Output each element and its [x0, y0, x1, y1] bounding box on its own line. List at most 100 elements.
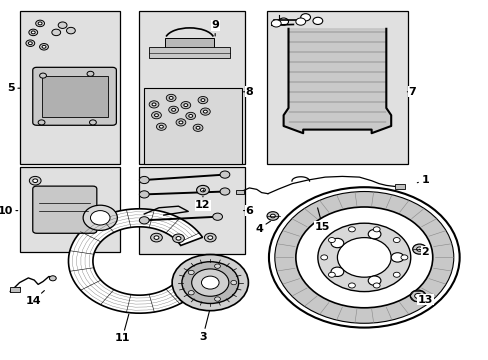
- Circle shape: [83, 205, 117, 230]
- Circle shape: [172, 255, 248, 311]
- Circle shape: [274, 192, 453, 323]
- Circle shape: [193, 124, 203, 131]
- Text: 9: 9: [211, 20, 219, 36]
- Circle shape: [207, 236, 212, 239]
- Circle shape: [156, 123, 166, 130]
- Circle shape: [191, 269, 228, 296]
- Circle shape: [151, 112, 161, 119]
- FancyBboxPatch shape: [33, 186, 97, 233]
- Circle shape: [42, 45, 46, 48]
- Text: 12: 12: [195, 196, 210, 210]
- Circle shape: [367, 276, 380, 285]
- Bar: [20, 11, 120, 164]
- Circle shape: [412, 244, 426, 254]
- Text: 8: 8: [243, 87, 253, 97]
- Circle shape: [33, 179, 38, 183]
- Circle shape: [320, 255, 327, 260]
- Circle shape: [176, 237, 181, 240]
- Circle shape: [182, 262, 238, 303]
- Circle shape: [188, 270, 194, 275]
- Circle shape: [200, 188, 205, 192]
- Circle shape: [181, 102, 190, 109]
- Bar: [266, 11, 407, 164]
- Circle shape: [414, 293, 421, 298]
- Circle shape: [328, 238, 335, 243]
- Circle shape: [400, 255, 407, 260]
- Circle shape: [200, 108, 210, 115]
- Circle shape: [214, 264, 220, 268]
- Text: 4: 4: [255, 221, 270, 234]
- Circle shape: [317, 223, 410, 292]
- Circle shape: [337, 238, 390, 277]
- Circle shape: [185, 112, 195, 120]
- Bar: [139, 167, 244, 254]
- Circle shape: [196, 126, 200, 129]
- Circle shape: [152, 103, 156, 106]
- Circle shape: [214, 297, 220, 301]
- Circle shape: [89, 120, 96, 125]
- Circle shape: [266, 212, 278, 220]
- Circle shape: [390, 253, 403, 262]
- Circle shape: [31, 31, 35, 34]
- Circle shape: [295, 18, 305, 25]
- Circle shape: [188, 291, 194, 295]
- Circle shape: [372, 227, 379, 232]
- Circle shape: [348, 227, 355, 232]
- Circle shape: [154, 236, 159, 239]
- Circle shape: [348, 283, 355, 288]
- Circle shape: [26, 40, 35, 46]
- Circle shape: [87, 71, 94, 76]
- Text: 15: 15: [314, 208, 330, 232]
- Circle shape: [220, 171, 229, 178]
- Circle shape: [212, 213, 222, 220]
- Circle shape: [392, 272, 399, 277]
- Circle shape: [40, 44, 48, 50]
- Circle shape: [220, 188, 229, 195]
- Circle shape: [176, 119, 185, 126]
- Circle shape: [150, 233, 162, 242]
- FancyBboxPatch shape: [33, 67, 116, 125]
- Circle shape: [38, 22, 42, 25]
- Text: 14: 14: [25, 291, 44, 306]
- Circle shape: [372, 283, 379, 288]
- Circle shape: [203, 110, 207, 113]
- Circle shape: [169, 96, 173, 99]
- Circle shape: [66, 27, 75, 34]
- Circle shape: [278, 18, 288, 25]
- Bar: [20, 167, 120, 252]
- Circle shape: [183, 104, 187, 107]
- Circle shape: [168, 106, 178, 113]
- Bar: [149, 47, 229, 58]
- Text: 1: 1: [416, 175, 428, 185]
- Circle shape: [166, 94, 176, 102]
- Circle shape: [367, 229, 380, 239]
- Circle shape: [312, 17, 322, 24]
- Circle shape: [40, 73, 46, 78]
- Circle shape: [300, 14, 310, 21]
- Circle shape: [330, 238, 343, 248]
- Circle shape: [58, 22, 67, 28]
- Circle shape: [29, 29, 38, 36]
- Circle shape: [204, 233, 216, 242]
- Circle shape: [29, 176, 41, 185]
- Circle shape: [36, 20, 44, 27]
- Circle shape: [409, 290, 425, 302]
- Circle shape: [295, 207, 432, 308]
- Bar: [236, 190, 244, 194]
- Circle shape: [188, 114, 192, 117]
- Polygon shape: [283, 29, 390, 133]
- Circle shape: [201, 276, 219, 289]
- Text: 7: 7: [407, 87, 415, 97]
- Circle shape: [268, 187, 459, 328]
- Text: 3: 3: [199, 310, 209, 342]
- Circle shape: [159, 125, 163, 128]
- Circle shape: [198, 96, 207, 104]
- Circle shape: [139, 217, 149, 224]
- Circle shape: [271, 20, 281, 27]
- Bar: [41, 76, 107, 117]
- Circle shape: [328, 272, 335, 277]
- Circle shape: [330, 267, 343, 276]
- Text: 10: 10: [0, 206, 18, 216]
- Text: 5: 5: [7, 83, 20, 93]
- Circle shape: [90, 211, 110, 225]
